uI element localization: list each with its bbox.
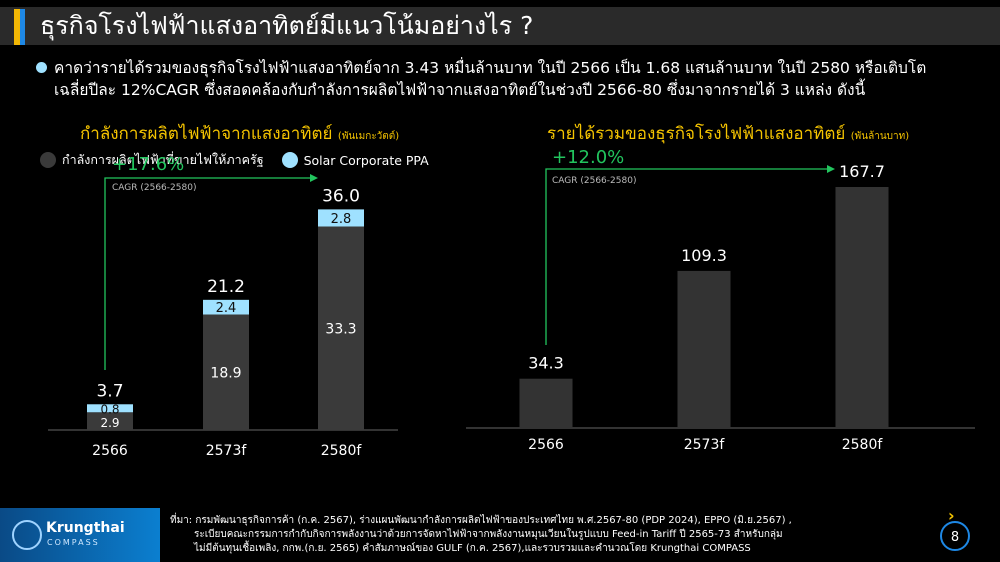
summary-bullet: คาดว่ารายได้รวมของธุรกิจโรงไฟฟ้าแสงอาทิต… (36, 57, 986, 101)
legend-label-gov: กำลังการผลิตไฟฟ้าที่ขายไฟให้ภาครัฐ (62, 152, 264, 167)
tick-2566: 2566 (92, 443, 128, 459)
label-ppa-2566: 0.8 (100, 402, 119, 416)
capacity-chart-title: กำลังการผลิตไฟฟ้าจากแสงอาทิตย์ (พันเมกะว… (80, 120, 399, 147)
revenue-chart-title: รายได้รวมของธุรกิจโรงไฟฟ้าแสงอาทิตย์ (พั… (547, 120, 909, 147)
bar-revenue-2580f (835, 187, 889, 428)
revenue-growth-arrowhead (827, 165, 835, 173)
revenue-chart-title-text: รายได้รวมของธุรกิจโรงไฟฟ้าแสงอาทิตย์ (547, 124, 846, 144)
capacity-chart-unit: (พันเมกะวัตต์) (337, 131, 400, 142)
tick-2573f: 2573f (206, 443, 248, 459)
label-total-2580f: 36.0 (322, 186, 360, 206)
label-revenue-2573f: 109.3 (681, 246, 727, 265)
source-line-1: ที่มา: กรมพัฒนาธุรกิจการค้า (ก.ค. 2567),… (170, 515, 792, 526)
label-gov-2566: 2.9 (100, 416, 119, 430)
source-line-3: ไม่มีต้นทุนเชื้อเพลิง, กกพ.(ก.ย. 2565) ค… (194, 543, 751, 554)
label-total-2566: 3.7 (96, 381, 123, 401)
title-bar (0, 7, 1000, 45)
revenue-growth-arrow (545, 168, 828, 345)
brand-block: Krungthai COMPASS (0, 508, 160, 562)
krungthai-logo-icon (12, 520, 42, 550)
label-revenue-2566: 34.3 (528, 354, 564, 373)
summary-line-1: คาดว่ารายได้รวมของธุรกิจโรงไฟฟ้าแสงอาทิต… (54, 59, 927, 77)
label-gov-2580f: 33.3 (325, 321, 356, 337)
capacity-growth-note: CAGR (2566-2580) (112, 183, 196, 193)
bullet-dot (36, 62, 47, 73)
bar-ppa-2566 (87, 404, 133, 413)
revenue-chart-unit: (พันล้านบาท) (850, 131, 910, 142)
label-revenue-2580f: 167.7 (839, 162, 885, 181)
bar-gov-2573f (203, 314, 249, 430)
tick-revenue-2573f: 2573f (684, 437, 726, 453)
source-line-2: ระเบียบคณะกรรมการกำกับกิจการพลังงานว่าด้… (194, 529, 783, 540)
title-accent-yellow (14, 9, 20, 45)
bar-revenue-2566 (519, 378, 573, 428)
bar-ppa-2580f (318, 209, 364, 227)
capacity-legend: กำลังการผลิตไฟฟ้าที่ขายไฟให้ภาครัฐ Solar… (40, 150, 443, 171)
legend-swatch-ppa (281, 152, 298, 168)
source-note: ที่มา: กรมพัฒนาธุรกิจการค้า (ก.ค. 2567),… (170, 514, 850, 556)
page-number: 8 (940, 521, 970, 551)
legend-label-ppa: Solar Corporate PPA (303, 152, 429, 168)
revenue-growth-label: +12.0% (552, 147, 624, 168)
label-ppa-2580f: 2.8 (331, 212, 352, 227)
tick-2580f: 2580f (321, 443, 363, 459)
bar-ppa-2573f (203, 299, 249, 315)
label-ppa-2573f: 2.4 (216, 301, 237, 316)
brand-name: Krungthai (46, 520, 125, 536)
label-gov-2573f: 18.9 (210, 365, 241, 381)
bar-gov-2580f (318, 226, 364, 430)
title-accent-blue (20, 9, 25, 45)
revenue-growth-note: CAGR (2566-2580) (552, 176, 636, 186)
legend-item-gov: กำลังการผลิตไฟฟ้าที่ขายไฟให้ภาครัฐ (40, 150, 264, 170)
chevron-right-icon: › (948, 506, 955, 525)
capacity-growth-arrow (104, 177, 312, 370)
capacity-growth-arrowhead (310, 174, 318, 182)
bar-revenue-2573f (677, 270, 731, 428)
label-total-2573f: 21.2 (207, 277, 245, 297)
legend-item-ppa: Solar Corporate PPA (281, 152, 429, 168)
tick-revenue-2566: 2566 (528, 437, 564, 453)
brand-sub: COMPASS (47, 538, 100, 547)
tick-revenue-2580f: 2580f (842, 437, 884, 453)
capacity-growth-label: +17.6% (112, 154, 184, 175)
legend-swatch-gov (40, 152, 56, 168)
page-title: ธุรกิจโรงไฟฟ้าแสงอาทิตย์มีแนวโน้มอย่างไร… (40, 11, 534, 40)
capacity-chart-title-text: กำลังการผลิตไฟฟ้าจากแสงอาทิตย์ (80, 124, 333, 144)
bar-gov-2566 (87, 412, 133, 430)
summary-line-2: เฉลี่ยปีละ 12%CAGR ซึ่งสอดคล้องกับกำลังก… (54, 81, 866, 99)
